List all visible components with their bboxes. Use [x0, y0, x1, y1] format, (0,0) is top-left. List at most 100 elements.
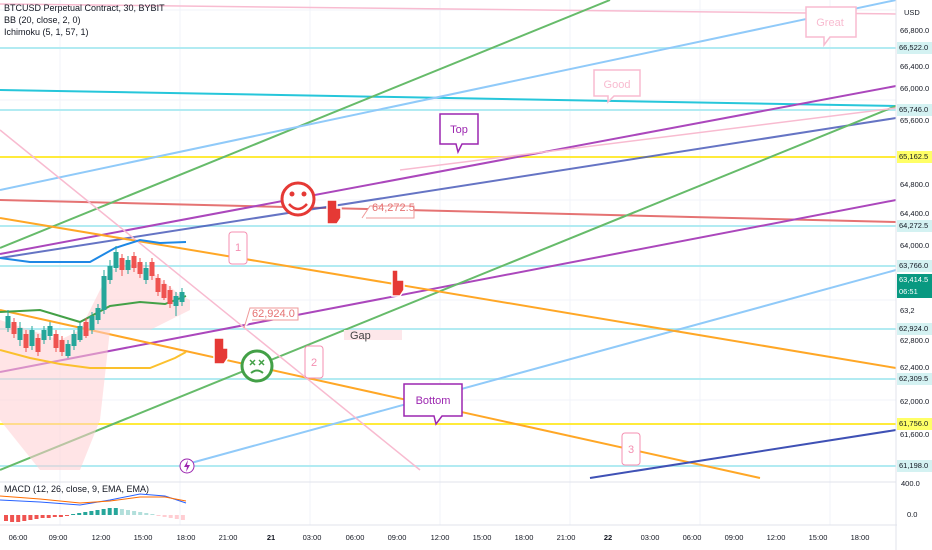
macd-bar — [150, 514, 155, 515]
candle[interactable] — [35, 338, 41, 352]
candle[interactable] — [167, 290, 173, 304]
bottom-text: Bottom — [416, 395, 451, 407]
level-price-tag[interactable]: 62,924.0 — [897, 323, 932, 335]
wave-label-2[interactable]: 2 — [304, 345, 324, 379]
hand-pointing-down-icon-2[interactable] — [213, 337, 229, 365]
macd-bar — [144, 513, 149, 515]
time-label: 09:00 — [387, 533, 407, 542]
dizzy-face-icon[interactable] — [240, 349, 274, 383]
callout-great[interactable]: Great — [805, 6, 857, 48]
price-axis[interactable]: USD 66,800.0 66,400.0 66,000.0 65,600.0 64,8… — [897, 0, 932, 525]
time-label: 18:00 — [176, 533, 196, 542]
price-tick: 66,400.0 — [900, 62, 930, 71]
signal-line — [0, 495, 187, 504]
lightning-icon[interactable] — [179, 458, 195, 474]
price-tick: 65,600.0 — [900, 116, 930, 125]
candle[interactable] — [89, 316, 95, 330]
macd-bar — [40, 515, 45, 518]
candle[interactable] — [53, 334, 59, 348]
level-price-tag[interactable]: 62,309.5 — [897, 373, 932, 385]
level-price-tag[interactable]: 61,756.0 — [897, 418, 932, 430]
price-tick: 63,2 — [900, 306, 915, 315]
candle[interactable] — [41, 330, 47, 340]
level-price-tag[interactable]: 64,272.5 — [897, 220, 932, 232]
macd-indicator-label[interactable]: MACD (12, 26, close, 9, EMA, EMA) — [4, 484, 150, 494]
candle[interactable] — [173, 296, 179, 306]
callout-top[interactable]: Top — [439, 113, 479, 155]
label-1-text: 1 — [235, 242, 241, 254]
bb-indicator-label[interactable]: BB (20, close, 2, 0) — [4, 15, 81, 25]
top-text: Top — [450, 124, 468, 136]
price-tick: 62,000.0 — [900, 397, 930, 406]
candle[interactable] — [17, 328, 23, 340]
gap-text: Gap — [350, 330, 371, 342]
candle[interactable] — [161, 284, 167, 298]
candle[interactable] — [11, 322, 17, 334]
candle[interactable] — [77, 326, 83, 340]
candle[interactable] — [113, 252, 119, 268]
macd-bar — [58, 515, 63, 517]
time-axis[interactable]: 06:00 09:00 12:00 15:00 18:00 21:00 21 03:00 06:… — [0, 527, 896, 550]
macd-bar — [174, 515, 179, 519]
level-price-tag[interactable]: 66,522.0 — [897, 42, 932, 54]
candle[interactable] — [95, 308, 101, 320]
wave-label-3[interactable]: 3 — [621, 432, 641, 466]
candle[interactable] — [5, 316, 11, 328]
trend-lines[interactable] — [0, 0, 897, 479]
price-note-1[interactable]: 64,272.5 — [361, 202, 415, 219]
time-label: 21:00 — [218, 533, 238, 542]
price-tick: 64,800.0 — [900, 180, 930, 189]
candle[interactable] — [119, 258, 125, 270]
candle[interactable] — [83, 322, 89, 336]
candle[interactable] — [107, 266, 113, 280]
time-label: 09:00 — [48, 533, 68, 542]
callout-bottom[interactable]: Bottom — [403, 383, 463, 426]
horizontal-levels[interactable] — [0, 47, 896, 467]
current-price-tag[interactable]: 63,414.5 06:51 — [897, 274, 932, 298]
candle[interactable] — [137, 262, 143, 274]
smiley-icon[interactable] — [280, 181, 316, 217]
level-price-tag[interactable]: 65,746.0 — [897, 104, 932, 116]
candle[interactable] — [29, 330, 35, 346]
symbol-title[interactable]: BTCUSD Perpetual Contract, 30, BYBIT — [4, 3, 165, 13]
callout-good[interactable]: Good — [593, 69, 641, 104]
macd-bar — [126, 510, 130, 515]
candle[interactable] — [149, 262, 155, 276]
macd-bar — [4, 515, 8, 521]
candle[interactable] — [101, 276, 107, 310]
price-tick: 62,400.0 — [900, 363, 930, 372]
macd-bar — [16, 515, 21, 522]
level-price-tag[interactable]: 63,766.0 — [897, 260, 932, 272]
time-label: 06:00 — [682, 533, 702, 542]
macd-tick: 400.0 — [901, 479, 920, 488]
candle[interactable] — [71, 334, 77, 346]
price-note-2[interactable]: 62,924.0 — [243, 307, 299, 329]
hand-pointing-up-icon[interactable] — [391, 269, 405, 297]
time-label: 15:00 — [133, 533, 153, 542]
candle[interactable] — [179, 292, 185, 302]
time-label: 12:00 — [91, 533, 111, 542]
wave-label-1[interactable]: 1 — [228, 231, 248, 265]
macd-line — [0, 493, 187, 506]
candle[interactable] — [65, 344, 71, 356]
candle[interactable] — [47, 326, 53, 336]
time-label: 15:00 — [472, 533, 492, 542]
price-tick: 62,800.0 — [900, 336, 930, 345]
hand-pointing-down-icon-1[interactable] — [326, 199, 342, 225]
candle[interactable] — [143, 268, 149, 280]
macd-bar — [156, 515, 161, 516]
candle[interactable] — [59, 340, 65, 352]
level-price-tag[interactable]: 61,198.0 — [897, 460, 932, 472]
candle[interactable] — [23, 334, 29, 348]
macd-pane[interactable] — [0, 493, 187, 522]
candlesticks[interactable] — [5, 246, 185, 358]
level-price-tag[interactable]: 65,162.5 — [897, 151, 932, 163]
macd-bar — [107, 508, 112, 515]
candle[interactable] — [155, 278, 161, 292]
candle[interactable] — [131, 256, 137, 268]
ichimoku-indicator-label[interactable]: Ichimoku (5, 1, 57, 1) — [4, 27, 89, 37]
candle[interactable] — [125, 260, 131, 270]
macd-bar — [46, 515, 51, 518]
macd-bar — [89, 511, 94, 515]
